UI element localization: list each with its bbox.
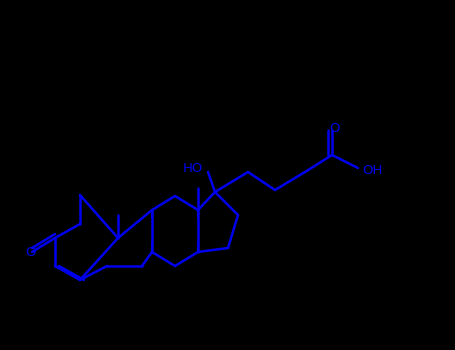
Text: OH: OH <box>362 164 382 177</box>
Text: O: O <box>329 121 339 134</box>
Text: HO: HO <box>182 161 203 175</box>
Text: O: O <box>25 245 35 259</box>
